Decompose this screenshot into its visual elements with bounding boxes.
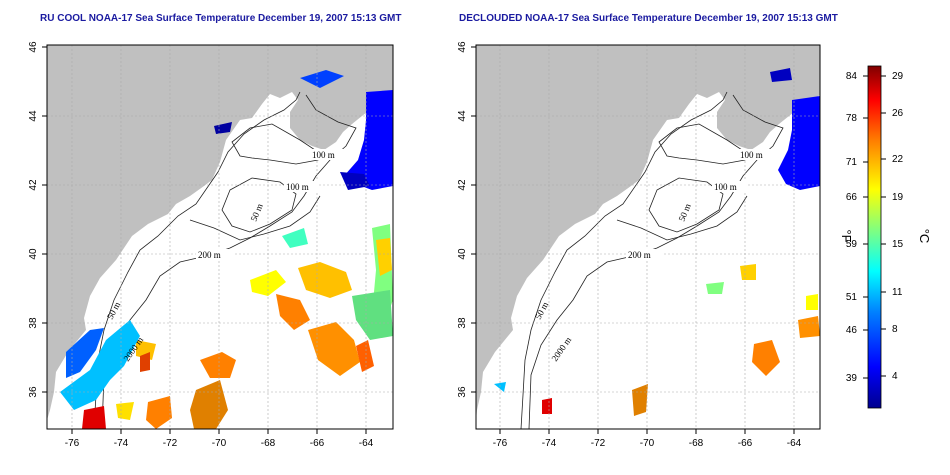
celsius-tick-labels: 29 26 22 19 15 11 8 4 bbox=[892, 71, 904, 382]
lat-tick-label: 38 bbox=[28, 317, 39, 329]
celsius-tick-label: 11 bbox=[892, 287, 903, 298]
panel-frame bbox=[475, 44, 821, 430]
fahrenheit-tick-labels: 84 78 71 66 59 51 46 39 bbox=[846, 71, 858, 384]
panel-title-right: DECLOUDED NOAA-17 Sea Surface Temperatur… bbox=[459, 13, 838, 24]
lon-tick-labels: -76 -74 -72 -70 -68 -66 -64 bbox=[65, 438, 374, 449]
panel-frame bbox=[46, 44, 394, 430]
axis-ticks bbox=[42, 46, 367, 434]
bathymetry-contours bbox=[93, 91, 357, 429]
lon-tick-label: -66 bbox=[738, 438, 753, 449]
lat-tick-label: 44 bbox=[457, 110, 468, 122]
land-mass bbox=[476, 45, 820, 420]
land-mass bbox=[47, 45, 393, 420]
lon-tick-label: -66 bbox=[310, 438, 325, 449]
colorbar: 84 78 71 66 59 51 46 39 29 26 22 19 15 1… bbox=[839, 65, 932, 409]
lon-tick-label: -64 bbox=[787, 438, 802, 449]
graticule bbox=[47, 45, 393, 429]
lat-tick-labels: 36 38 40 42 44 46 bbox=[457, 41, 468, 398]
lon-tick-label: -68 bbox=[689, 438, 704, 449]
celsius-tick-label: 19 bbox=[892, 192, 904, 203]
celsius-tick-label: 26 bbox=[892, 108, 904, 119]
fahrenheit-tick-label: 78 bbox=[846, 113, 858, 124]
lon-tick-label: -70 bbox=[212, 438, 227, 449]
contour-label-100m-a: 100 m bbox=[740, 150, 763, 160]
lon-tick-label: -76 bbox=[493, 438, 508, 449]
graticule bbox=[476, 45, 820, 429]
fahrenheit-tick-label: 71 bbox=[846, 157, 858, 168]
map-panel-left[interactable]: 100 m 100 m 50 m 200 m 50 m 2000 m -76 -… bbox=[28, 41, 394, 449]
contour-label-200m: 200 m bbox=[198, 250, 221, 260]
fahrenheit-axis-label: °F bbox=[839, 229, 854, 242]
contour-label-100m-a: 100 m bbox=[312, 150, 335, 160]
celsius-tick-label: 22 bbox=[892, 154, 904, 165]
lon-tick-label: -70 bbox=[640, 438, 655, 449]
fahrenheit-tick-label: 51 bbox=[846, 292, 858, 303]
celsius-tick-label: 8 bbox=[892, 324, 898, 335]
contour-label-200m: 200 m bbox=[628, 250, 651, 260]
lat-tick-label: 40 bbox=[28, 248, 39, 260]
map-panel-right[interactable]: 100 m 100 m 50 m 200 m 50 m 2000 m -76 -… bbox=[457, 41, 821, 449]
contour-label-100m-b: 100 m bbox=[714, 182, 737, 192]
fahrenheit-tick-label: 46 bbox=[846, 325, 858, 336]
lat-tick-label: 46 bbox=[457, 41, 468, 53]
celsius-tick-label: 29 bbox=[892, 71, 904, 82]
fahrenheit-tick-label: 39 bbox=[846, 373, 858, 384]
land-nova-scotia bbox=[330, 78, 393, 124]
lat-tick-labels: 36 38 40 42 44 46 bbox=[28, 41, 39, 398]
sst-data-patches bbox=[60, 70, 393, 429]
lat-tick-label: 38 bbox=[457, 317, 468, 329]
celsius-axis-label: °C bbox=[917, 229, 932, 244]
colorbar-ticks bbox=[863, 75, 886, 379]
fahrenheit-tick-label: 84 bbox=[846, 71, 858, 82]
fahrenheit-tick-label: 59 bbox=[846, 239, 858, 250]
axis-ticks bbox=[471, 46, 795, 434]
land-nova-scotia bbox=[757, 78, 820, 124]
colorbar-gradient bbox=[867, 65, 882, 409]
lat-tick-label: 36 bbox=[28, 386, 39, 398]
fahrenheit-tick-label: 66 bbox=[846, 192, 858, 203]
lat-tick-label: 42 bbox=[457, 179, 468, 191]
lon-tick-label: -68 bbox=[261, 438, 276, 449]
lon-tick-label: -72 bbox=[591, 438, 606, 449]
lat-tick-label: 44 bbox=[28, 110, 39, 122]
celsius-tick-label: 15 bbox=[892, 239, 904, 250]
contour-label-100m-b: 100 m bbox=[286, 182, 309, 192]
lat-tick-label: 36 bbox=[457, 386, 468, 398]
lon-tick-label: -76 bbox=[65, 438, 80, 449]
lon-tick-label: -74 bbox=[542, 438, 557, 449]
lon-tick-label: -74 bbox=[114, 438, 129, 449]
lon-tick-label: -64 bbox=[359, 438, 374, 449]
panel-title-left: RU COOL NOAA-17 Sea Surface Temperature … bbox=[40, 13, 402, 24]
lat-tick-label: 42 bbox=[28, 179, 39, 191]
lat-tick-label: 46 bbox=[28, 41, 39, 53]
celsius-tick-label: 4 bbox=[892, 371, 898, 382]
lon-tick-labels: -76 -74 -72 -70 -68 -66 -64 bbox=[493, 438, 802, 449]
lat-tick-label: 40 bbox=[457, 248, 468, 260]
lon-tick-label: -72 bbox=[163, 438, 178, 449]
